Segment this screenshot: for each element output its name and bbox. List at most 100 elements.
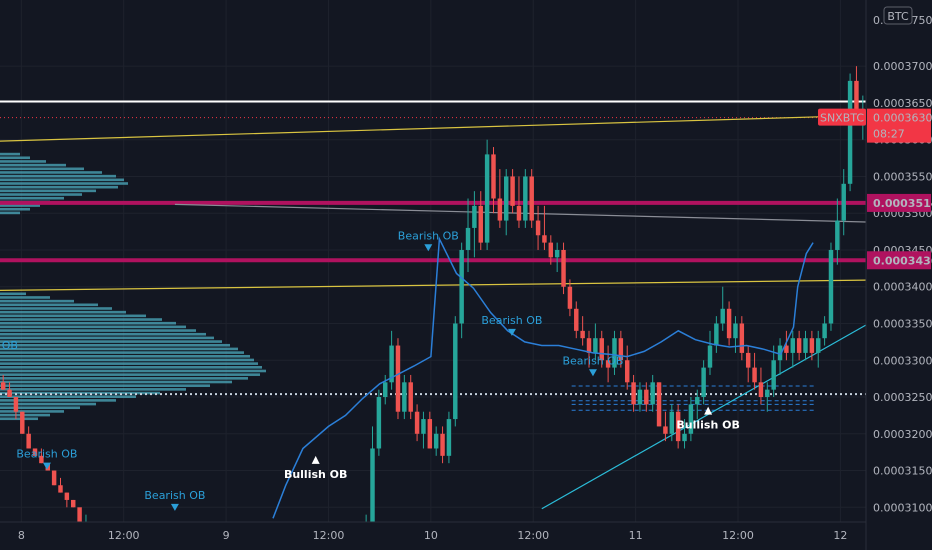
partial-ob-label: OB [2,339,18,352]
volume-profile-bar [0,292,26,296]
trendlines [0,114,867,510]
candle-body [561,249,566,287]
volume-profile-bar [0,391,160,395]
candle [0,374,6,390]
candle [13,397,19,420]
candle-body [707,345,713,368]
candle-body [663,426,668,434]
candle [465,198,471,273]
bearish-ob-marker[interactable]: Bearish OB [398,229,459,252]
candle-body [383,382,388,398]
candle [714,316,719,353]
last-price-tag [867,108,931,143]
candle-body [854,80,859,118]
level-price-tag [867,193,931,212]
candle [816,330,821,368]
candle [745,345,751,383]
candle-body [624,360,630,383]
candle [554,242,560,273]
horizontal-levels [0,100,866,411]
candle-body [650,382,655,405]
candle [402,374,407,420]
candle [446,411,452,464]
candle-body [777,345,783,361]
candle-body [516,205,522,221]
candle-body [0,382,6,390]
candle [440,426,445,464]
candle-body [790,338,796,353]
bullish-ob-marker[interactable]: Bullish OB [676,406,740,432]
candle [796,330,802,361]
candle [637,382,643,412]
volume-profile-bar [0,307,112,310]
volume-profile-bar [0,299,74,303]
candle [618,330,624,368]
currency-badge[interactable]: BTC [883,6,913,25]
bearish-ob-marker[interactable]: Bearish OB [562,354,623,377]
candle [624,345,630,390]
candle [548,235,554,265]
candle-body [529,176,534,221]
candle-body [427,419,433,449]
candle [414,404,420,442]
candle-body [523,176,528,221]
candle [612,330,617,375]
volume-profile-bar [0,193,82,196]
candle-body [421,419,426,434]
candle-body [765,389,770,398]
bearish-ob-marker[interactable]: Bearish OB [481,314,542,336]
candle [701,360,706,405]
candle-body [402,382,407,412]
candle-body [847,80,853,184]
candle-body [567,286,573,309]
vwap-line [272,236,814,519]
price-tick-label: 0.0003250 [873,391,932,404]
candle-body [26,433,31,449]
volume-profile-bar [0,167,84,171]
candle [669,404,675,442]
candle [835,198,840,265]
price-tick-label: 0.0003550 [873,170,932,183]
vwap-polyline [272,236,814,519]
time-tick-label: 12 [833,529,847,542]
bullish-ob-marker[interactable]: Bullish OB [284,455,347,481]
candle [695,389,700,420]
candle [739,316,745,361]
price-tick-label: 0.0003700 [873,60,932,73]
volume-profile-bar [0,388,186,391]
candle [707,330,713,375]
candle [58,477,63,493]
time-tick-label: 12:00 [313,529,345,542]
price-axis: 0.00037000.00036500.00036000.00035500.00… [866,0,932,550]
candle-body [822,323,827,339]
bearish-ob-label: Bearish OB [16,448,77,461]
volume-profile [0,152,266,421]
volume-profile-bar [0,332,206,336]
candle-body [7,389,12,398]
last-price-label: 0.0003630 [873,112,932,125]
volume-profile-bar [0,171,102,174]
candle [663,411,668,442]
candle-body [733,323,738,339]
price-labels: 0.0003514 0.0003436 SNXBTC 0.0003630 08:27 [818,108,932,270]
level-price-tag [867,251,931,270]
volume-profile-bar [0,314,146,318]
volume-profile-bar [0,358,254,362]
candle [586,330,592,368]
candle-body [758,382,764,398]
volume-profile-bar [0,211,20,215]
bearish-ob-marker[interactable]: Bearish OB [144,489,205,511]
bearish-ob-marker[interactable]: Bearish OB [16,448,77,470]
candle-body [548,242,554,258]
candle-body [370,448,375,522]
candle [777,338,783,375]
candle-body [656,382,662,427]
candle-body [796,338,802,353]
volume-profile-bar [0,343,230,347]
time-tick-label: 11 [629,529,643,542]
candle-body [70,499,76,508]
